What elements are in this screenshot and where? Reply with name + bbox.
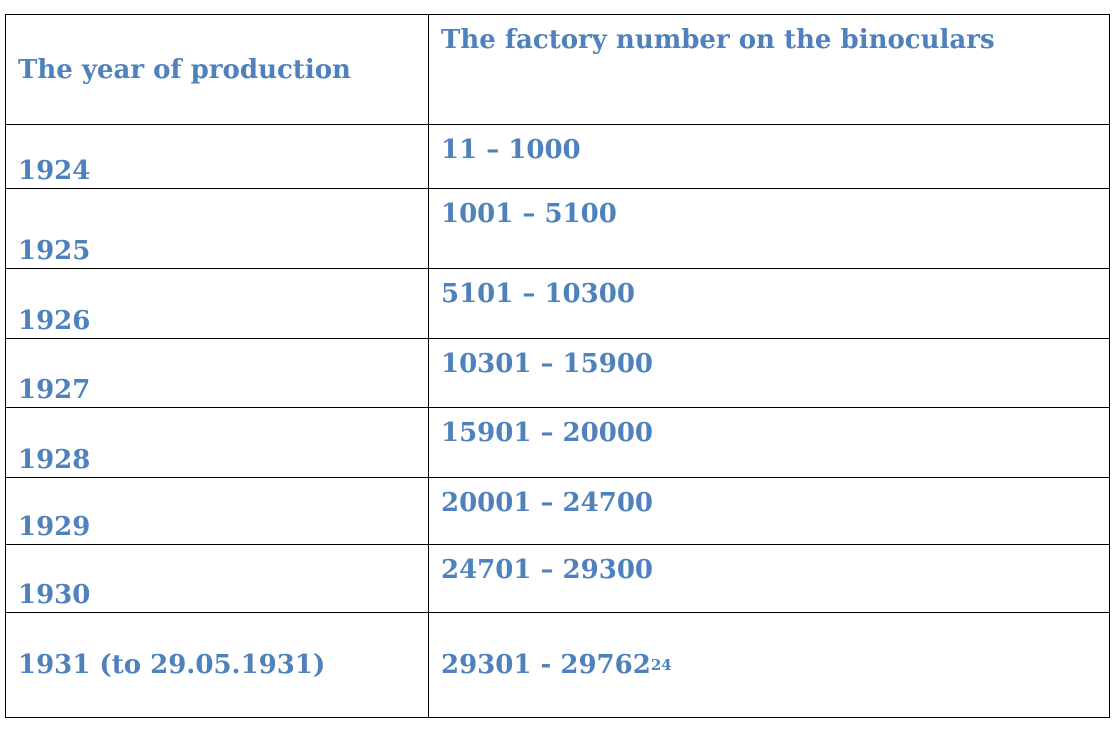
cell: 1927 — [6, 339, 429, 407]
year: 1931 (to 29.05.1931) — [18, 650, 326, 680]
cell: 1929 — [6, 478, 429, 544]
year: 1928 — [18, 445, 91, 475]
footnote-ref: 24 — [650, 656, 672, 674]
table-row: 1931 (to 29.05.1931) 29301 - 29762 24 — [6, 613, 1110, 718]
cell: 20001 – 24700 — [429, 478, 1110, 544]
cell: 1931 (to 29.05.1931) — [6, 613, 429, 717]
table-row: 1930 24701 – 29300 — [6, 545, 1110, 613]
cell: 1925 — [6, 189, 429, 268]
factory-number-range: 1001 – 5100 — [441, 199, 617, 229]
table-row: 1927 10301 – 15900 — [6, 339, 1110, 408]
cell: 24701 – 29300 — [429, 545, 1110, 612]
factory-number-range: 5101 – 10300 — [441, 279, 635, 309]
table-row: 1925 1001 – 5100 — [6, 189, 1110, 269]
cell: 10301 – 15900 — [429, 339, 1110, 407]
factory-number-range: 15901 – 20000 — [441, 418, 654, 448]
header-text: The factory number on the binoculars — [441, 25, 995, 55]
header-text: The year of production — [18, 54, 351, 85]
table-row: 1924 11 – 1000 — [6, 125, 1110, 189]
factory-number-range: 29301 - 29762 — [441, 650, 651, 680]
cell: 1926 — [6, 269, 429, 338]
cell: 5101 – 10300 — [429, 269, 1110, 338]
table: The year of production The factory number… — [5, 14, 1110, 718]
header-row: The year of production The factory number… — [6, 15, 1110, 125]
factory-number-range: 10301 – 15900 — [441, 349, 654, 379]
cell: 1001 – 5100 — [429, 189, 1110, 268]
header-cell: The factory number on the binoculars — [429, 15, 1110, 124]
year: 1930 — [18, 580, 91, 610]
cell: 1924 — [6, 125, 429, 188]
factory-number-range: 24701 – 29300 — [441, 555, 654, 585]
year: 1925 — [18, 236, 91, 266]
table-row: 1926 5101 – 10300 — [6, 269, 1110, 339]
year: 1929 — [18, 512, 91, 542]
cell: 1928 — [6, 408, 429, 477]
cell: 29301 - 29762 24 — [429, 613, 1110, 717]
factory-number-range: 11 – 1000 — [441, 135, 581, 165]
cell: 15901 – 20000 — [429, 408, 1110, 477]
factory-number-range: 20001 – 24700 — [441, 488, 654, 518]
cell: 11 – 1000 — [429, 125, 1110, 188]
table-row: 1929 20001 – 24700 — [6, 478, 1110, 545]
year: 1924 — [18, 156, 91, 186]
table-row: 1928 15901 – 20000 — [6, 408, 1110, 478]
cell: 1930 — [6, 545, 429, 612]
header-cell: The year of production — [6, 15, 429, 124]
year: 1926 — [18, 306, 91, 336]
year: 1927 — [18, 375, 91, 405]
